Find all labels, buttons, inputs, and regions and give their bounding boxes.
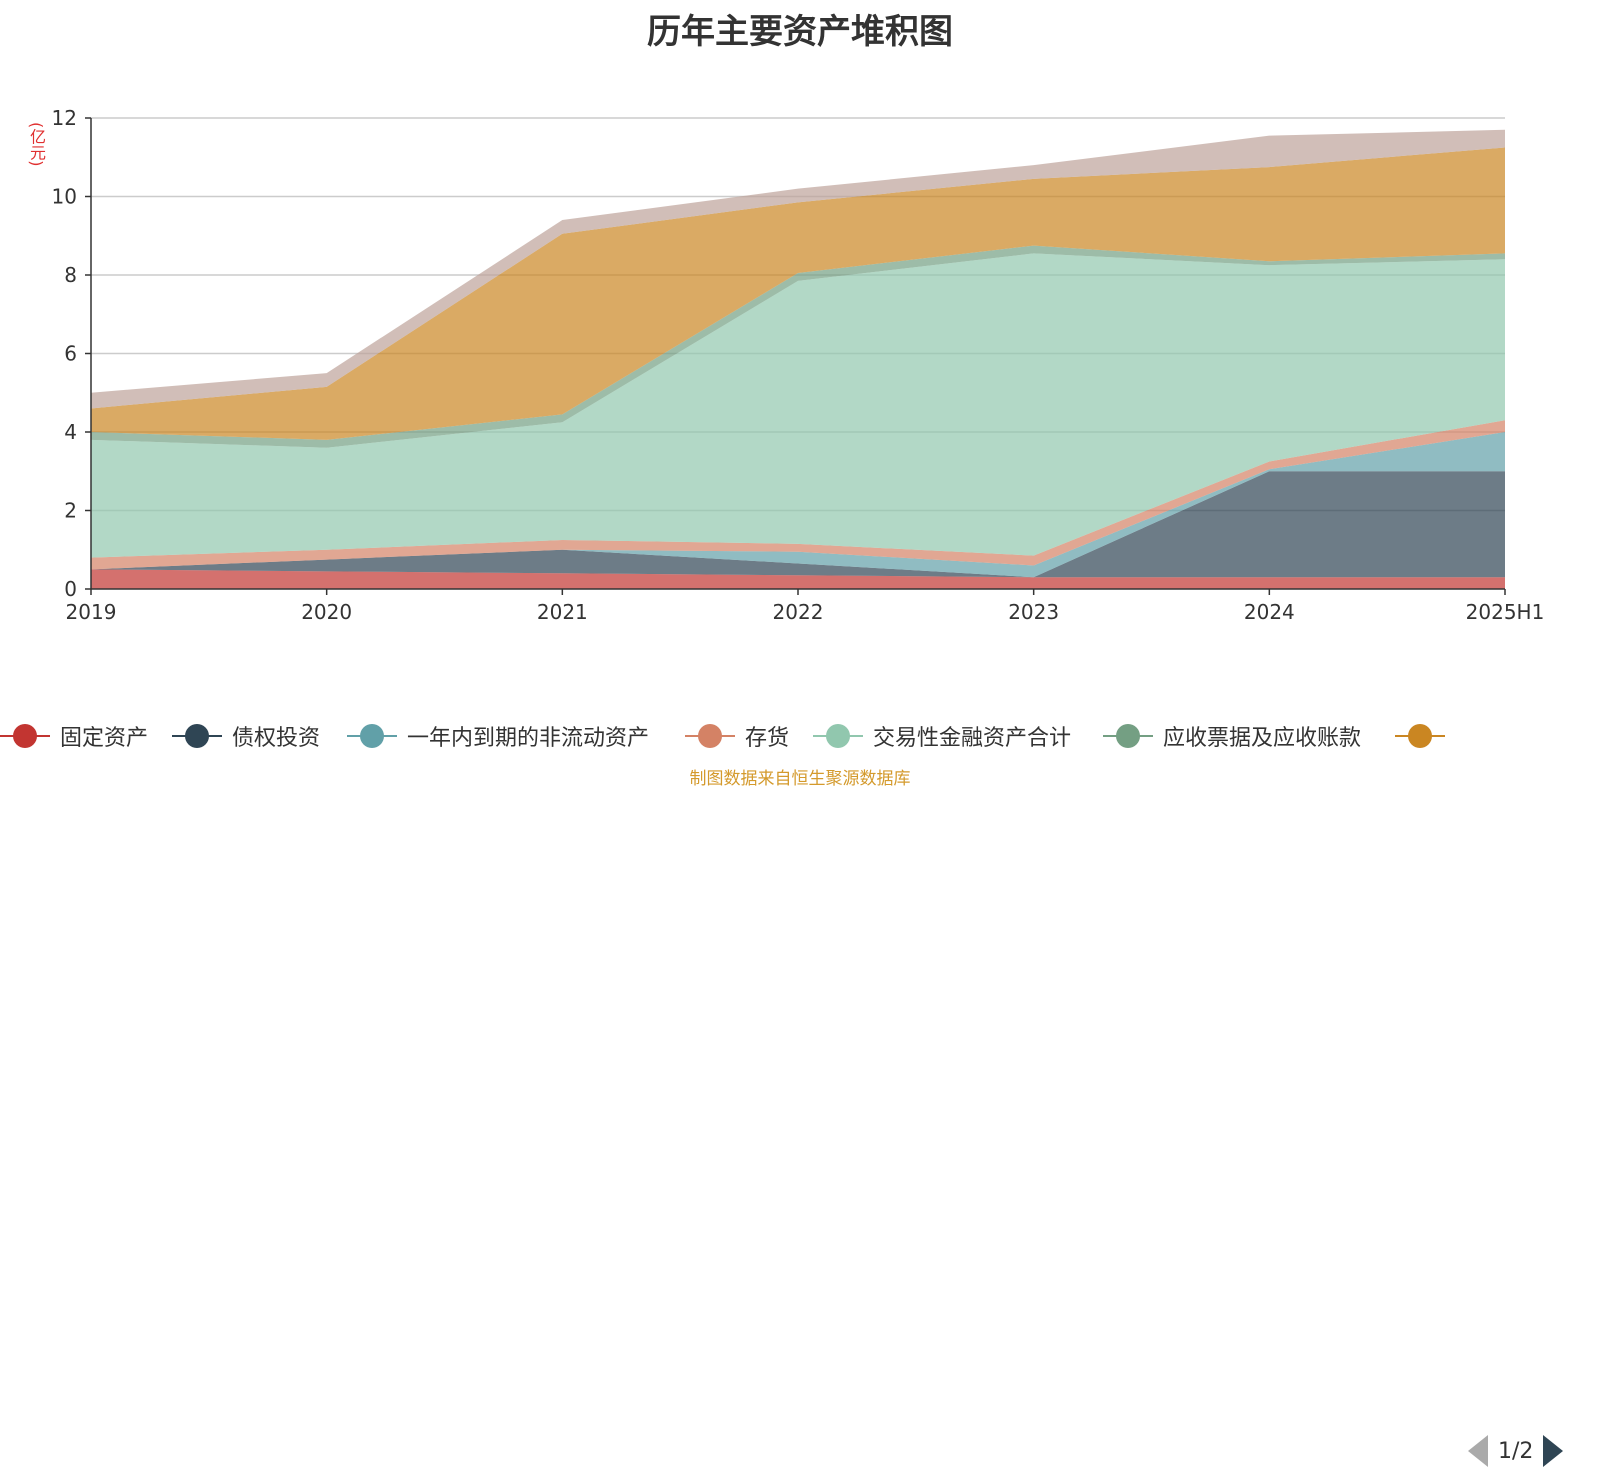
chart-title: 历年主要资产堆积图 <box>647 12 953 52</box>
legend-label: 存货 <box>745 726 790 751</box>
stacked-area-chart: 0 2 4 6 8 10 12 2019 2020 2021 2022 2023 2024 2025H1 <box>52 106 1545 624</box>
area-series-固定资产 <box>91 569 1505 589</box>
legend-marker-icon <box>685 716 735 756</box>
legend-item[interactable]: 存货 <box>685 716 789 756</box>
legend-item[interactable]: 固定资产 <box>0 716 148 756</box>
axes: 0 2 4 6 8 10 12 2019 2020 2021 2022 2023 2024 2025H1 <box>52 106 1545 624</box>
pager-text: 1/2 <box>1498 1438 1534 1464</box>
legend-item[interactable] <box>1395 716 1445 756</box>
x-tick-label: 2019 <box>66 600 117 624</box>
source-note: 制图数据来自恒生聚源数据库 <box>689 769 911 789</box>
legend-pager: 1/2 <box>1468 1426 1564 1476</box>
pager-prev-icon[interactable] <box>1468 1435 1488 1467</box>
legend-marker-icon <box>347 716 397 756</box>
legend-label: 固定资产 <box>60 726 149 751</box>
legend-marker-icon <box>172 716 222 756</box>
area-series-unnamed <box>91 129 1505 409</box>
legend-label: 应收票据及应收账款 <box>1163 726 1362 751</box>
y-tick-label: 8 <box>64 263 77 287</box>
y-tick-label: 4 <box>64 420 77 444</box>
area-series-存货 <box>91 420 1505 570</box>
y-tick-label: 6 <box>64 342 77 366</box>
legend-label: 交易性金融资产合计 <box>873 726 1072 751</box>
legend-label: 一年内到期的非流动资产 <box>407 726 650 751</box>
area-series <box>91 129 1505 589</box>
y-axis-unit-label: (亿元) <box>27 122 46 167</box>
x-tick-label: 2024 <box>1244 600 1295 624</box>
legend-marker-icon <box>1103 716 1153 756</box>
legend-item[interactable]: 债权投资 <box>172 716 320 756</box>
area-series-unnamed <box>91 147 1505 440</box>
legend-marker-icon <box>1395 716 1445 756</box>
legend: 固定资产 债权投资 一年内到期的非流动资产 存货 交易性金融资产合计 应收票据及应收账款 … <box>0 716 1600 1467</box>
area-series-交易性金融资产合计 <box>91 253 1505 558</box>
pager-next-icon[interactable] <box>1543 1435 1564 1467</box>
legend-label: 债权投资 <box>232 726 321 751</box>
y-tick-label: 12 <box>52 106 77 130</box>
x-tick-label: 2021 <box>537 600 588 624</box>
legend-marker-icon <box>813 716 863 756</box>
y-tick-label: 10 <box>52 185 77 209</box>
x-tick-label: 2025H1 <box>1466 600 1545 624</box>
legend-item[interactable]: 一年内到期的非流动资产 <box>347 716 649 756</box>
legend-item[interactable]: 应收票据及应收账款 <box>1103 716 1361 756</box>
x-tick-label: 2023 <box>1008 600 1059 624</box>
area-series-债权投资 <box>91 471 1505 578</box>
x-tick-label: 2022 <box>773 600 824 624</box>
x-tick-label: 2020 <box>301 600 352 624</box>
y-tick-label: 0 <box>64 577 77 601</box>
legend-item[interactable]: 交易性金融资产合计 <box>813 716 1071 756</box>
legend-marker-icon <box>0 716 50 756</box>
y-tick-label: 2 <box>64 499 77 523</box>
